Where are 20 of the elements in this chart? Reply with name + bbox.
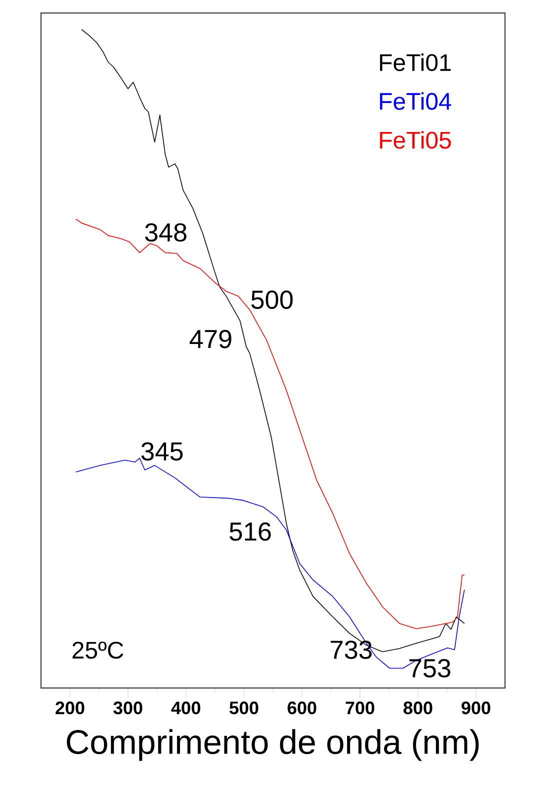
annotation: 753 bbox=[409, 659, 450, 678]
annotation: 479 bbox=[190, 330, 232, 348]
text: FeTi05 bbox=[380, 131, 451, 149]
annotation: 516 bbox=[230, 522, 271, 541]
annotation: 500 bbox=[251, 290, 293, 309]
x-tick-label: 600 bbox=[288, 702, 316, 714]
x-axis-title: Comprimento de onda (nm) bbox=[66, 729, 479, 761]
annotation: 733 bbox=[330, 640, 372, 659]
x-tick-label: 900 bbox=[462, 702, 490, 714]
x-tick-label: 700 bbox=[346, 702, 374, 714]
x-tick-label: 200 bbox=[56, 702, 84, 714]
annotation: 345 bbox=[141, 442, 183, 461]
x-tick-label: 500 bbox=[230, 702, 258, 714]
x-tick-label: 300 bbox=[113, 702, 142, 714]
x-tick-label: 400 bbox=[171, 702, 200, 714]
text: FeTi04 bbox=[380, 92, 452, 110]
annotation: 25ºC bbox=[72, 642, 124, 659]
x-tick-label: 800 bbox=[404, 702, 432, 714]
annotation: 348 bbox=[145, 223, 186, 242]
text: FeTi01 bbox=[380, 53, 451, 72]
